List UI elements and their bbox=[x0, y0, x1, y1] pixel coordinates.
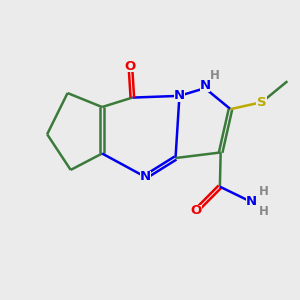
Bar bbox=[256, 96, 267, 108]
Text: N: N bbox=[246, 195, 257, 208]
Text: N: N bbox=[140, 170, 151, 183]
Text: N: N bbox=[200, 79, 211, 92]
Text: H: H bbox=[258, 205, 268, 218]
Bar bbox=[125, 60, 136, 72]
Bar bbox=[174, 90, 185, 102]
Text: O: O bbox=[191, 204, 202, 217]
Bar bbox=[191, 205, 202, 216]
Text: H: H bbox=[209, 69, 219, 82]
Bar bbox=[246, 196, 257, 207]
Text: H: H bbox=[258, 184, 268, 197]
Bar bbox=[140, 171, 151, 183]
Text: S: S bbox=[257, 96, 267, 109]
Text: N: N bbox=[174, 89, 185, 102]
Bar bbox=[200, 80, 210, 92]
Text: O: O bbox=[125, 60, 136, 73]
